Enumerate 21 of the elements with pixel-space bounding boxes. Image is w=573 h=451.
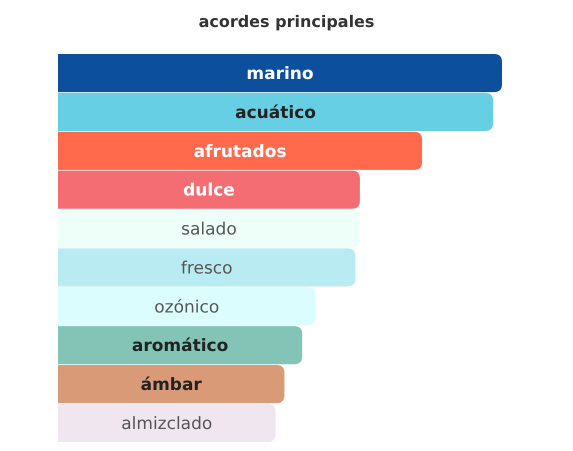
- y-tick-label: almizclado: [121, 414, 212, 434]
- bar: [58, 132, 422, 170]
- y-tick-label: afrutados: [194, 142, 286, 162]
- bar: [58, 54, 502, 92]
- y-tick-label: aromático: [132, 336, 228, 356]
- bar: [58, 170, 360, 209]
- bar: [58, 326, 302, 364]
- bar: [58, 92, 494, 131]
- y-tick-label: fresco: [180, 258, 233, 278]
- y-tick-label: ozónico: [154, 297, 220, 318]
- y-tick-label: ámbar: [140, 375, 202, 396]
- y-tick-label: marino: [246, 64, 314, 84]
- bar: [58, 248, 356, 286]
- chart-title: acordes principales: [198, 12, 374, 31]
- y-tick-label: salado: [181, 220, 237, 240]
- bar: [58, 210, 360, 248]
- y-tick-label: acuático: [235, 102, 316, 123]
- bar: [58, 404, 276, 442]
- y-tick-label: dulce: [183, 180, 235, 201]
- bar: [58, 287, 316, 326]
- bar: [58, 365, 284, 404]
